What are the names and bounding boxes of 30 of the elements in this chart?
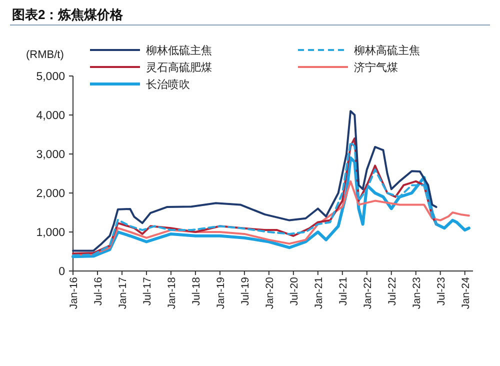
y-tick-label: 3,000	[36, 149, 65, 161]
x-tick-label: Jan-18	[166, 276, 178, 310]
x-tick-label: Jul-22	[386, 276, 398, 306]
x-tick-label: Jan-21	[312, 276, 325, 310]
x-tick-label: Jan-24	[460, 276, 472, 310]
x-tick-label: Jul-18	[190, 276, 202, 306]
x-tick-label: Jul-16	[92, 276, 104, 306]
x-tick-label: Jul-20	[288, 276, 300, 306]
y-tick-label: 0	[58, 266, 65, 278]
x-tick-label: Jul-17	[141, 276, 154, 306]
chart-title: 图表2：炼焦煤价格	[12, 7, 124, 22]
x-tick-label: Jan-19	[214, 276, 227, 310]
legend-label: 济宁气煤	[354, 61, 398, 74]
y-tick-label: 2,000	[36, 188, 65, 200]
x-tick-label: Jan-16	[68, 276, 80, 310]
y-tick-label: 5,000	[36, 71, 65, 83]
y-axis-title: (RMB/t)	[26, 49, 64, 61]
x-tick-label: Jan-22	[362, 276, 374, 310]
x-tick-label: Jan-23	[410, 276, 423, 310]
y-tick-label: 1,000	[36, 227, 65, 239]
legend-label: 柳林低硫主焦	[146, 44, 212, 57]
x-tick-label: Jul-23	[435, 276, 448, 306]
x-tick-label: Jan-17	[116, 276, 129, 310]
legend-label: 柳林高硫主焦	[354, 44, 420, 57]
legend-label: 长治喷吹	[146, 78, 190, 91]
x-tick-label: Jul-19	[239, 276, 252, 306]
y-tick-label: 4,000	[36, 110, 65, 122]
legend-label: 灵石高硫肥煤	[146, 61, 212, 74]
x-tick-label: Jul-21	[337, 276, 350, 306]
x-tick-label: Jan-20	[264, 276, 276, 310]
